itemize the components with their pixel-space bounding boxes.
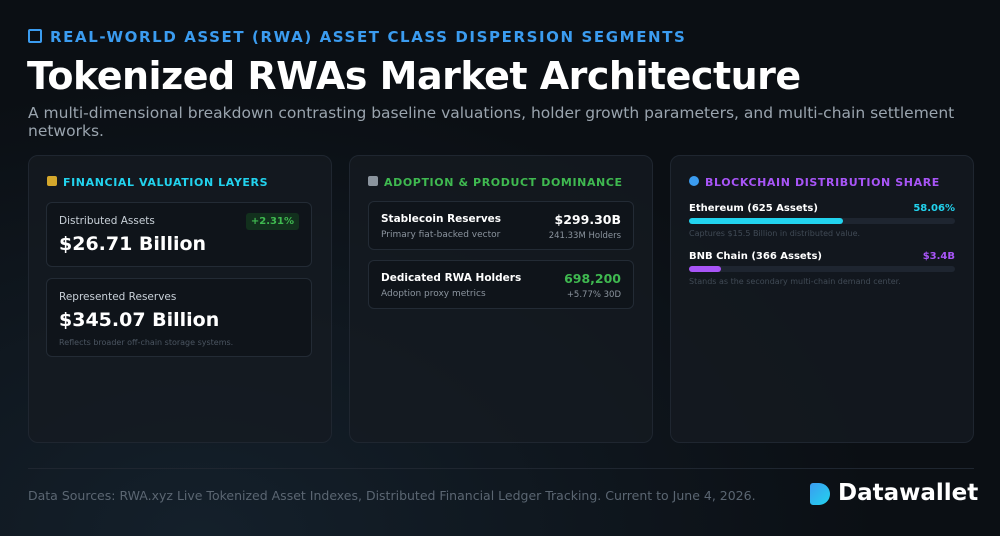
metric-card: Represented Reserves $345.07 Billion Ref… — [46, 278, 312, 357]
row-value: $299.30B — [554, 212, 621, 227]
share-track — [689, 266, 955, 272]
share-bar — [689, 218, 844, 224]
row-label: Stablecoin Reserves — [381, 213, 502, 225]
row-sub: Adoption proxy metrics — [381, 289, 486, 299]
row-detail: 241.33M Holders — [548, 231, 621, 241]
divider — [28, 468, 974, 469]
eyebrow-icon — [28, 29, 42, 43]
row-sub: Primary fiat-backed vector — [381, 230, 501, 240]
eyebrow: REAL-WORLD ASSET (RWA) ASSET CLASS DISPE… — [50, 28, 687, 46]
metric-card: Distributed Assets +2.31% $26.71 Billion — [46, 202, 312, 267]
panel-icon — [368, 176, 378, 186]
share-track — [689, 218, 955, 224]
panel-title: ADOPTION & PRODUCT DOMINANCE — [384, 176, 623, 189]
panel-title: BLOCKCHAIN DISTRIBUTION SHARE — [705, 176, 940, 189]
panel: FINANCIAL VALUATION LAYERS Distributed A… — [28, 155, 332, 443]
sources: Data Sources: RWA.xyz Live Tokenized Ass… — [28, 488, 756, 503]
chain-note: Stands as the secondary multi-chain dema… — [689, 277, 901, 286]
title: Tokenized RWAs Market Architecture — [27, 54, 801, 98]
chain-name: BNB Chain (366 Assets) — [689, 251, 822, 262]
row-label: Dedicated RWA Holders — [381, 272, 522, 284]
share-bar — [689, 266, 721, 272]
row-card: Dedicated RWA Holders Adoption proxy met… — [368, 260, 634, 309]
panel-icon — [689, 176, 699, 186]
metric-value: $26.71 Billion — [59, 233, 207, 255]
metric-note: Reflects broader off-chain storage syste… — [59, 338, 234, 347]
panel: ADOPTION & PRODUCT DOMINANCE Stablecoin … — [349, 155, 653, 443]
row-detail: +5.77% 30D — [566, 290, 621, 300]
chain-note: Captures $15.5 Billion in distributed va… — [689, 229, 861, 238]
chain-amount: $3.4B — [922, 251, 955, 262]
panel-icon — [47, 176, 57, 186]
brand: Datawallet — [838, 480, 979, 506]
metric-label: Distributed Assets — [59, 215, 155, 227]
row-value: 698,200 — [564, 271, 621, 286]
subtitle: A multi-dimensional breakdown contrastin… — [28, 104, 955, 140]
chain-share-label: 58.06% — [913, 203, 955, 214]
brand-logo — [810, 483, 830, 505]
chain-name: Ethereum (625 Assets) — [689, 203, 818, 214]
row-card: Stablecoin Reserves Primary fiat-backed … — [368, 201, 634, 250]
badge: +2.31% — [245, 213, 299, 230]
metric-value: $345.07 Billion — [59, 309, 220, 331]
metric-label: Represented Reserves — [59, 291, 177, 303]
panel: BLOCKCHAIN DISTRIBUTION SHARE Ethereum (… — [670, 155, 974, 443]
panel-title: FINANCIAL VALUATION LAYERS — [63, 176, 269, 189]
